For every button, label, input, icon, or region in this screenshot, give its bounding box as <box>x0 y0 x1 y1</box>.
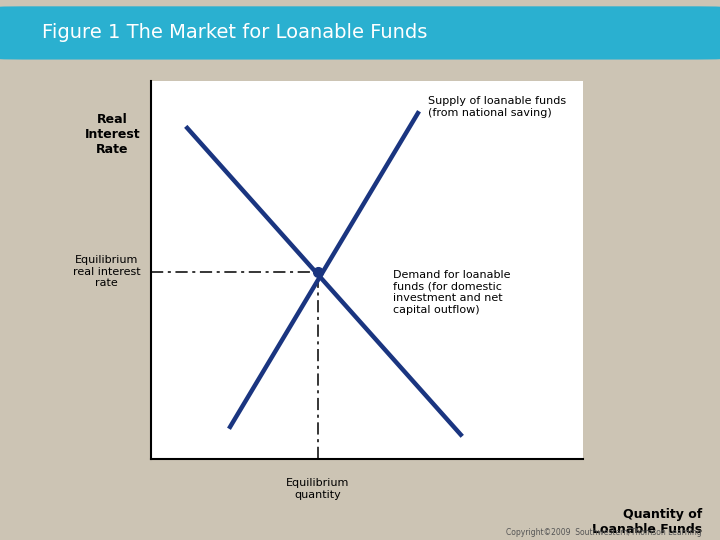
Text: Figure 1 The Market for Loanable Funds: Figure 1 The Market for Loanable Funds <box>42 23 427 43</box>
Text: Real
Interest
Rate: Real Interest Rate <box>85 113 140 157</box>
Text: Quantity of
Loanable Funds: Quantity of Loanable Funds <box>592 508 702 536</box>
FancyBboxPatch shape <box>0 6 720 59</box>
Text: Equilibrium
real interest
rate: Equilibrium real interest rate <box>73 255 140 288</box>
Text: Supply of loanable funds
(from national saving): Supply of loanable funds (from national … <box>428 96 566 118</box>
Text: Copyright©2009  Southwestern/Thomson Learning: Copyright©2009 Southwestern/Thomson Lear… <box>506 528 702 537</box>
Text: Equilibrium
quantity: Equilibrium quantity <box>286 478 349 500</box>
Text: Demand for loanable
funds (for domestic
investment and net
capital outflow): Demand for loanable funds (for domestic … <box>393 270 510 315</box>
